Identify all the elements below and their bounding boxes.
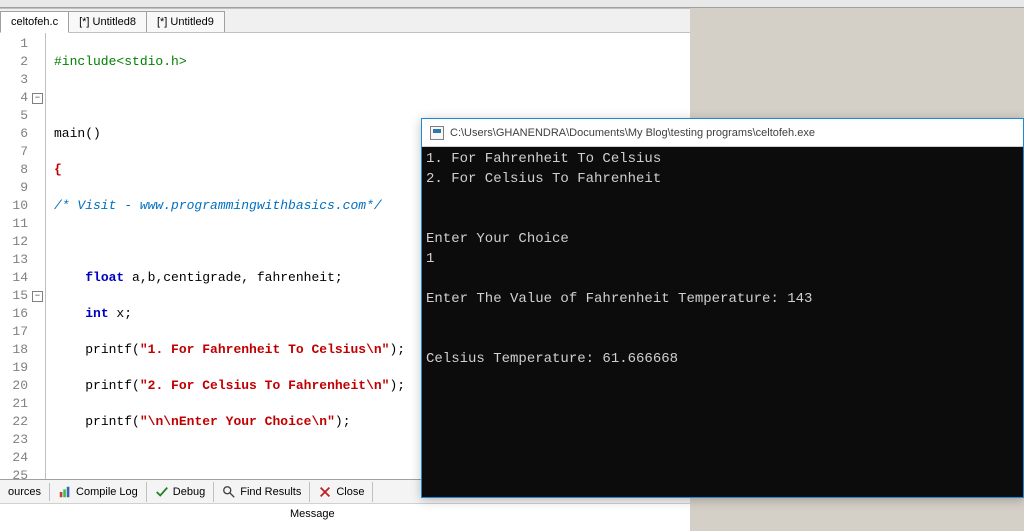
preproc: #include<stdio.h> bbox=[54, 54, 187, 69]
decl: a,b,centigrade, fahrenheit; bbox=[124, 270, 342, 285]
check-icon bbox=[155, 485, 169, 499]
tab-resources[interactable]: ources bbox=[0, 483, 50, 501]
str: "\n\nEnter Your Choice\n" bbox=[140, 414, 335, 429]
close-icon bbox=[318, 485, 332, 499]
console-icon bbox=[430, 126, 444, 140]
message-header: Message bbox=[0, 503, 690, 525]
tab-celtofeh[interactable]: celtofeh.c bbox=[0, 11, 69, 33]
label: ources bbox=[8, 486, 41, 498]
str: "1. For Fahrenheit To Celsius\n" bbox=[140, 342, 390, 357]
console-title: C:\Users\GHANENDRA\Documents\My Blog\tes… bbox=[450, 127, 815, 139]
message-label: Message bbox=[290, 508, 335, 520]
tab-untitled8[interactable]: [*] Untitled8 bbox=[68, 11, 147, 32]
bar-chart-icon bbox=[58, 485, 72, 499]
tab-close[interactable]: Close bbox=[310, 482, 373, 502]
kw-int: int bbox=[85, 306, 108, 321]
fn: printf bbox=[85, 414, 132, 429]
fn: printf bbox=[85, 378, 132, 393]
label: Compile Log bbox=[76, 486, 138, 498]
tab-compile-log[interactable]: Compile Log bbox=[50, 482, 147, 502]
line-gutter: 1234−56789101112131415−16171819202122232… bbox=[0, 33, 46, 479]
fold-toggle[interactable]: − bbox=[32, 93, 43, 104]
tab-find-results[interactable]: Find Results bbox=[214, 482, 310, 502]
tab-untitled9[interactable]: [*] Untitled9 bbox=[146, 11, 225, 32]
console-titlebar[interactable]: C:\Users\GHANENDRA\Documents\My Blog\tes… bbox=[422, 119, 1023, 147]
fold-toggle[interactable]: − bbox=[32, 291, 43, 302]
kw-float: float bbox=[85, 270, 124, 285]
label: Find Results bbox=[240, 486, 301, 498]
toolbar-strip bbox=[0, 0, 1024, 8]
tab-debug[interactable]: Debug bbox=[147, 482, 214, 502]
label: Debug bbox=[173, 486, 205, 498]
str: "2. For Celsius To Fahrenheit\n" bbox=[140, 378, 390, 393]
label: Close bbox=[336, 486, 364, 498]
fn: printf bbox=[85, 342, 132, 357]
decl: x; bbox=[109, 306, 132, 321]
console-output: 1. For Fahrenheit To Celsius 2. For Cels… bbox=[422, 147, 1023, 497]
search-icon bbox=[222, 485, 236, 499]
console-window[interactable]: C:\Users\GHANENDRA\Documents\My Blog\tes… bbox=[421, 118, 1024, 498]
tab-bar: celtofeh.c [*] Untitled8 [*] Untitled9 bbox=[0, 9, 690, 33]
comment: /* Visit - www.programmingwithbasics.com… bbox=[54, 198, 382, 213]
fn-main: main bbox=[54, 126, 85, 141]
